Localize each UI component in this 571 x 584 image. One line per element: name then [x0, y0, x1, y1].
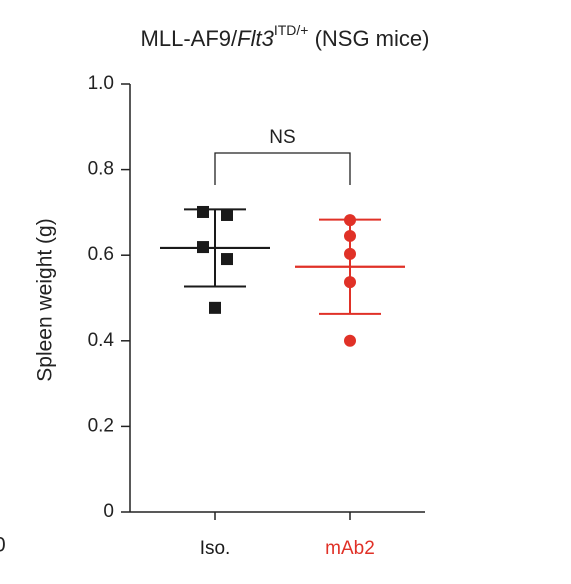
data-point — [344, 214, 356, 227]
y-tick-label: 0.6 — [88, 244, 114, 265]
significance-bracket — [214, 152, 351, 185]
data-point — [221, 253, 233, 266]
y-tick-label: 0.8 — [88, 159, 114, 180]
title-gene: Flt3 — [237, 26, 274, 51]
chart-title: MLL-AF9/Flt3ITD/+ (NSG mice) — [141, 22, 430, 51]
data-point — [344, 247, 356, 260]
y-tick-label: 0 — [103, 501, 114, 522]
data-point — [344, 276, 356, 289]
title-part: (NSG mice) — [308, 26, 429, 51]
y-tick-label: 1.0 — [88, 73, 114, 94]
x-tick-label: Iso. — [200, 538, 231, 559]
x-tick-label: mAb2 — [325, 538, 375, 559]
data-point — [344, 229, 356, 242]
data-point — [197, 241, 209, 254]
y-tick-label: 0.2 — [88, 415, 114, 436]
y-axis-label: Spleen weight (g) — [34, 218, 57, 381]
clipped-text: 0 — [0, 534, 6, 557]
data-point — [209, 301, 221, 314]
title-part: MLL-AF9/ — [141, 26, 238, 51]
significance-label: NS — [269, 127, 295, 148]
data-point — [197, 205, 209, 218]
data-point — [344, 334, 356, 347]
data-point — [221, 208, 233, 221]
y-tick-label: 0.4 — [88, 330, 115, 351]
title-superscript: ITD/+ — [274, 22, 309, 38]
